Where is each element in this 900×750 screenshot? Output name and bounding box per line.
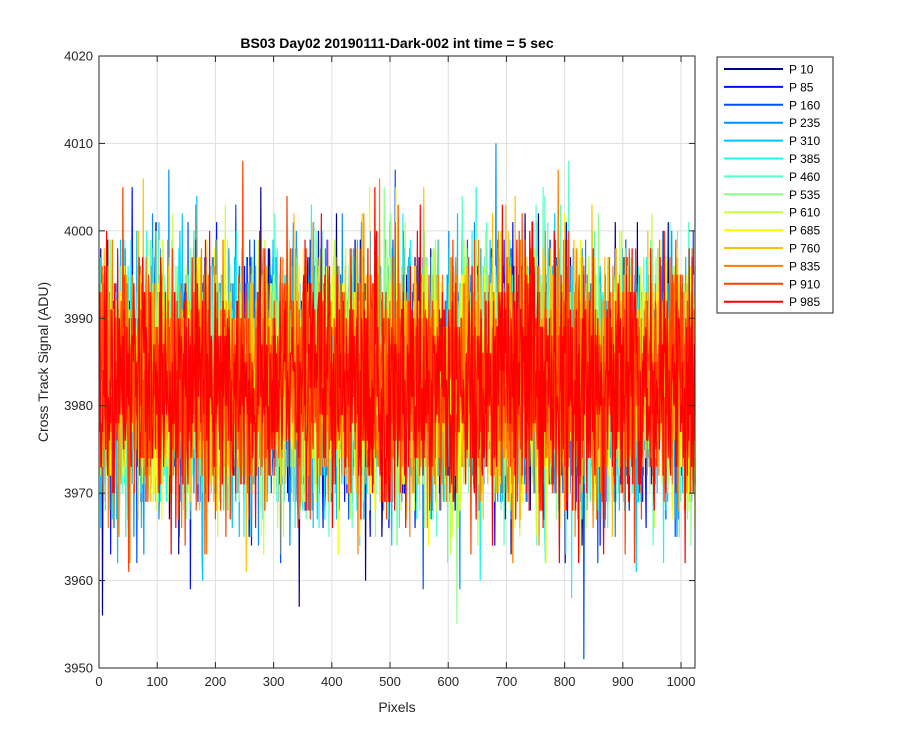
legend-entry-label: P 385	[789, 152, 820, 166]
legend-box	[716, 56, 834, 314]
plot-frame	[98, 55, 696, 669]
legend-entry-label: P 85	[789, 80, 814, 94]
x-tick-label: 0	[95, 674, 102, 689]
x-tick-label: 300	[263, 674, 285, 689]
y-tick-label: 4000	[64, 223, 93, 238]
legend-entry-label: P 10	[789, 63, 814, 77]
y-tick-label: 3970	[64, 486, 93, 501]
x-tick-label: 400	[321, 674, 343, 689]
legend-entry-label: P 910	[789, 277, 820, 291]
legend-entry-label: P 760	[789, 242, 820, 256]
y-tick-label: 3990	[64, 311, 93, 326]
legend-entry-label: P 235	[789, 116, 820, 130]
axis-ticks	[98, 55, 695, 669]
y-tick-label: 3980	[64, 398, 93, 413]
x-tick-label: 100	[146, 674, 168, 689]
x-tick-label: 500	[379, 674, 401, 689]
legend-entry-label: P 460	[789, 170, 820, 184]
legend-entry-label: P 985	[789, 295, 820, 309]
x-axis-label: Pixels	[378, 699, 415, 715]
series-line-p-985	[98, 187, 696, 564]
x-tick-label: 1000	[667, 674, 696, 689]
legend-entry-label: P 835	[789, 259, 820, 273]
y-axis-label: Cross Track Signal (ADU)	[35, 282, 51, 442]
legend-entry-label: P 160	[789, 98, 820, 112]
tick-labels: 0 100 200 300 400 500 600 700 800 900 1000 3950 3960…	[64, 49, 695, 690]
legend-entry-label: P 685	[789, 224, 820, 238]
x-tick-label: 600	[437, 674, 459, 689]
y-tick-label: 3950	[64, 661, 93, 676]
legend-entry-label: P 610	[789, 206, 820, 220]
y-tick-label: 3960	[64, 573, 93, 588]
series-lines	[98, 143, 696, 660]
x-tick-label: 700	[496, 674, 518, 689]
y-tick-label: 4020	[64, 49, 93, 64]
y-tick-label: 4010	[64, 136, 93, 151]
legend-entry-label: P 310	[789, 134, 820, 148]
x-tick-label: 900	[612, 674, 634, 689]
x-tick-label: 200	[205, 674, 227, 689]
legend-entry-label: P 535	[789, 188, 820, 202]
legend: P 10 P 85 P 160 P 235 P 310 P 385 P 460 P 535 P …	[716, 56, 834, 314]
chart-title: BS03 Day02 20190111-Dark-002 int time = …	[240, 35, 553, 51]
x-tick-label: 800	[554, 674, 576, 689]
